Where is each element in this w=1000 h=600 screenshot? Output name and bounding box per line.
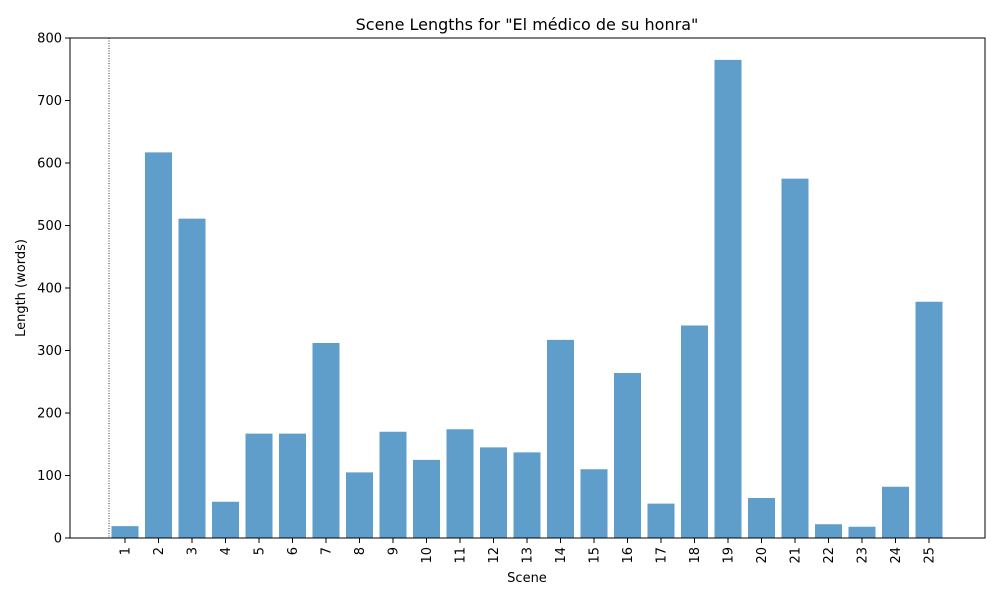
bar-scene-20	[748, 498, 775, 538]
y-axis: 0 100 200 300 400 500 600 700 800	[37, 32, 70, 547]
x-tick-label: 8	[353, 547, 368, 555]
x-tick-label: 25	[923, 547, 938, 564]
bar-scene-3	[178, 218, 206, 539]
bar-scene-11	[446, 429, 474, 538]
x-tick-label: 18	[688, 547, 703, 564]
x-tick-label: 6	[286, 547, 301, 555]
y-tick-label: 0	[54, 532, 62, 547]
x-tick-label: 14	[554, 547, 569, 564]
y-tick-label: 400	[37, 282, 62, 297]
y-tick-label: 500	[37, 219, 62, 234]
x-tick-label: 17	[655, 547, 670, 564]
bar-scene-25	[915, 301, 943, 538]
x-axis: 1 2 3 4 5 6 7 8 9 10 11 12 13 14 15 16 17 18 19 20 21 22 23 24 2…	[119, 538, 938, 564]
bar-scene-13	[513, 452, 541, 539]
x-tick-label: 20	[755, 547, 770, 564]
bar-scene-23	[848, 526, 876, 538]
bar-scene-2	[145, 152, 172, 539]
x-tick-label: 22	[822, 547, 837, 564]
x-tick-label: 9	[387, 547, 402, 555]
bar-scene-6	[279, 433, 306, 539]
bar-scene-17	[647, 503, 675, 539]
bar-scene-21	[781, 178, 809, 539]
x-axis-label: Scene	[507, 571, 547, 586]
x-tick-label: 15	[588, 547, 603, 564]
x-tick-label: 10	[420, 547, 435, 564]
x-tick-label: 11	[454, 547, 469, 564]
chart-title: Scene Lengths for "El médico de su honra…	[356, 15, 699, 34]
bar-scene-15	[580, 469, 608, 538]
x-tick-label: 1	[119, 547, 134, 555]
bar-scene-19	[714, 59, 742, 539]
x-tick-label: 16	[621, 547, 636, 564]
bar-scene-4	[212, 501, 239, 538]
bar-scene-18	[681, 325, 708, 538]
bar-scene-14	[547, 339, 574, 539]
bar-scene-12	[480, 447, 507, 539]
bar-scene-7	[312, 343, 340, 538]
y-tick-label: 200	[37, 407, 62, 422]
bar-scene-22	[815, 524, 842, 538]
x-tick-label: 2	[152, 547, 167, 555]
x-tick-label: 7	[320, 547, 335, 555]
bar-scene-16	[614, 373, 641, 538]
x-tick-label: 19	[722, 547, 737, 564]
bar-scene-24	[882, 486, 909, 538]
x-tick-label: 13	[521, 547, 536, 564]
y-tick-label: 700	[37, 94, 62, 109]
y-axis-label: Length (words)	[14, 239, 29, 337]
y-tick-label: 600	[37, 157, 62, 172]
x-tick-label: 12	[487, 547, 502, 564]
bars-layer	[111, 59, 943, 539]
x-tick-label: 21	[789, 547, 804, 564]
x-tick-label: 3	[186, 547, 201, 555]
y-tick-label: 100	[37, 469, 62, 484]
x-tick-label: 24	[889, 547, 904, 564]
bar-scene-8	[346, 472, 373, 539]
bar-scene-10	[413, 459, 440, 539]
bar-scene-1	[111, 526, 139, 539]
x-tick-label: 23	[856, 547, 871, 564]
x-tick-label: 5	[253, 547, 268, 555]
bar-scene-5	[245, 433, 273, 539]
y-tick-label: 300	[37, 344, 62, 359]
x-tick-label: 4	[219, 547, 234, 555]
bar-scene-9	[379, 431, 407, 538]
y-tick-label: 800	[37, 32, 62, 47]
